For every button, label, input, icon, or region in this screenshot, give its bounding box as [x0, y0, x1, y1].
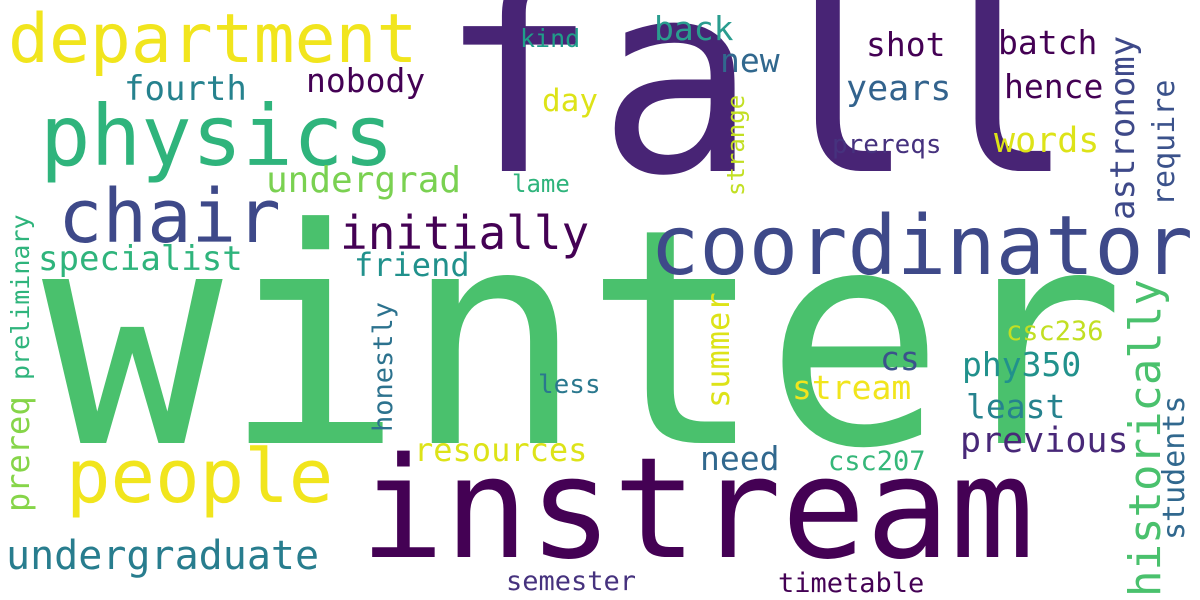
word-honestly: honestly: [368, 301, 399, 432]
word-people: people: [66, 434, 334, 520]
word-undergrad: undergrad: [266, 160, 462, 201]
word-summer: summer: [699, 292, 737, 408]
word-csc207: csc207: [828, 446, 926, 477]
word-friend: friend: [354, 246, 470, 284]
word-cs: cs: [880, 339, 920, 378]
word-instream: instream: [360, 428, 1035, 591]
word-winter: winter: [42, 165, 1126, 514]
word-need: need: [700, 439, 780, 478]
word-hence: hence: [1004, 67, 1104, 106]
word-phy350: phy350: [962, 345, 1082, 384]
word-years: years: [846, 69, 952, 109]
word-coordinator: coordinator: [650, 199, 1194, 294]
word-words: words: [994, 121, 1100, 161]
word-semester: semester: [506, 566, 637, 597]
word-department: department: [8, 0, 418, 79]
word-fall: fall: [438, 0, 1077, 234]
word-back: back: [654, 9, 734, 48]
word-new: new: [720, 41, 780, 80]
word-previous: previous: [960, 421, 1129, 461]
word-csc236: csc236: [1006, 316, 1104, 347]
word-chair: chair: [58, 174, 281, 260]
word-initially: initially: [340, 206, 590, 260]
word-lame: lame: [512, 170, 570, 198]
word-nobody: nobody: [306, 61, 426, 100]
word-stream: stream: [792, 368, 912, 407]
word-specialist: specialist: [38, 239, 243, 279]
word-less: less: [538, 370, 601, 400]
word-prereqs: prereqs: [832, 130, 942, 160]
word-fourth: fourth: [124, 69, 247, 109]
word-strange: strange: [722, 94, 750, 196]
word-prereq: prereq: [0, 396, 37, 512]
word-batch: batch: [998, 23, 1098, 62]
word-least: least: [966, 387, 1066, 426]
word-students: students: [1157, 395, 1192, 541]
word-timetable: timetable: [778, 568, 925, 599]
word-day: day: [542, 83, 598, 119]
word-require: require: [1147, 79, 1182, 206]
word-undergraduate: undergraduate: [6, 533, 320, 579]
word-kind: kind: [520, 24, 581, 53]
word-resources: resources: [414, 431, 588, 469]
word-physics: physics: [40, 87, 395, 185]
word-preliminary: preliminary: [6, 214, 35, 380]
word-shot: shot: [866, 25, 946, 64]
word-astronomy: astronomy: [1103, 35, 1143, 220]
